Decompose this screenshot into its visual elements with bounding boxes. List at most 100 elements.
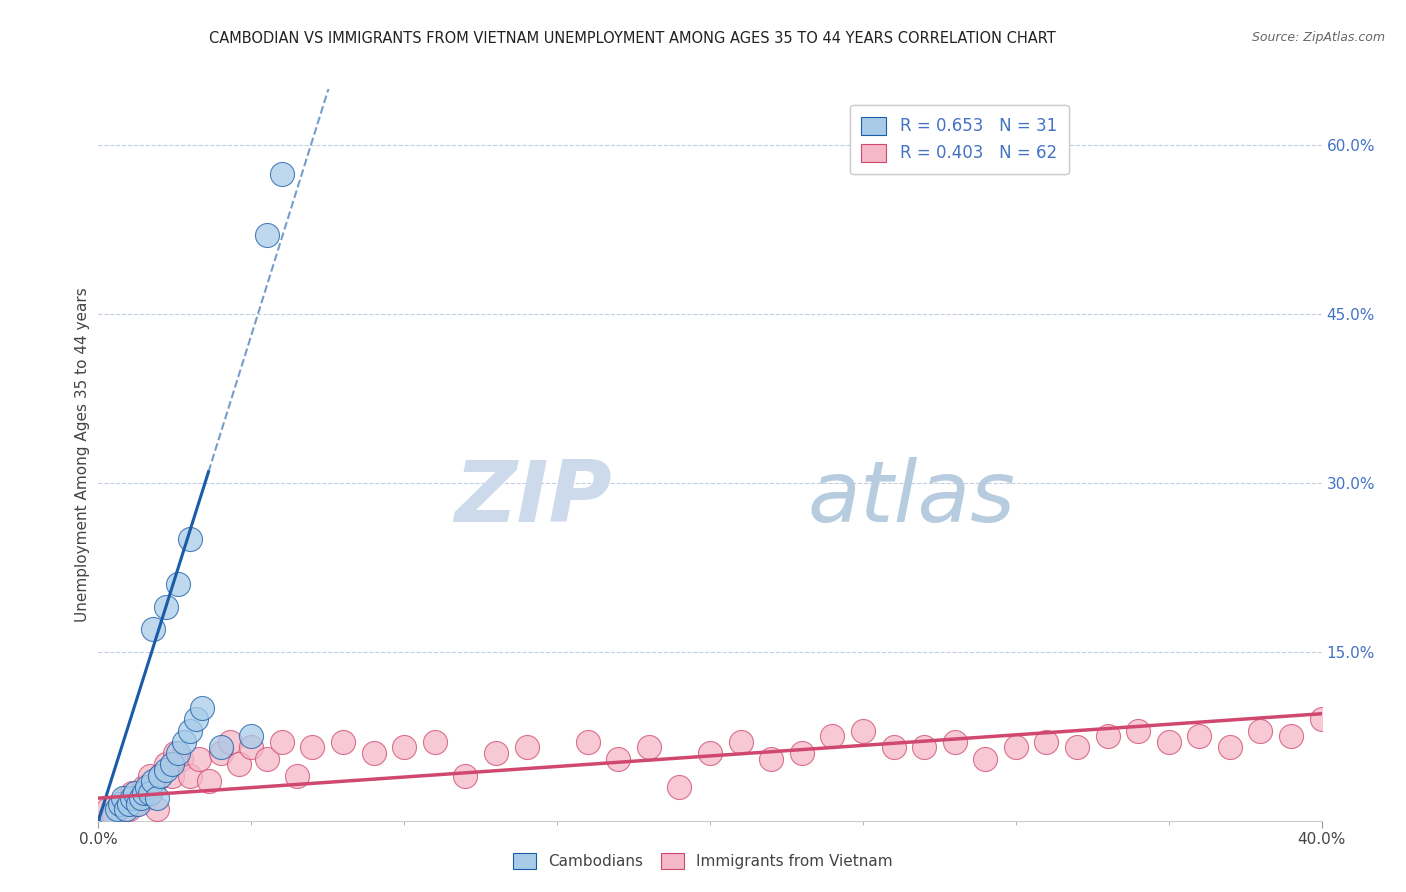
Point bbox=[454, 769, 477, 783]
Point bbox=[974, 752, 997, 766]
Point bbox=[423, 735, 446, 749]
Point bbox=[103, 808, 125, 822]
Point bbox=[1157, 735, 1180, 749]
Point bbox=[209, 746, 232, 760]
Point bbox=[219, 735, 242, 749]
Point bbox=[179, 723, 201, 738]
Point bbox=[256, 228, 278, 243]
Point bbox=[363, 746, 385, 760]
Point bbox=[607, 752, 630, 766]
Point bbox=[111, 791, 134, 805]
Point bbox=[301, 740, 323, 755]
Point bbox=[240, 729, 263, 743]
Point bbox=[1066, 740, 1088, 755]
Point bbox=[115, 802, 138, 816]
Text: ZIP: ZIP bbox=[454, 458, 612, 541]
Point bbox=[160, 757, 183, 772]
Point bbox=[668, 780, 690, 794]
Text: atlas: atlas bbox=[808, 458, 1017, 541]
Point bbox=[576, 735, 599, 749]
Point bbox=[115, 791, 138, 805]
Point bbox=[105, 802, 128, 816]
Point bbox=[170, 752, 193, 766]
Point bbox=[124, 785, 146, 799]
Point bbox=[155, 757, 177, 772]
Point bbox=[912, 740, 935, 755]
Point bbox=[485, 746, 508, 760]
Point bbox=[142, 623, 165, 637]
Point bbox=[145, 802, 167, 816]
Point bbox=[173, 735, 195, 749]
Point bbox=[883, 740, 905, 755]
Point bbox=[134, 785, 156, 799]
Point bbox=[209, 740, 232, 755]
Point bbox=[332, 735, 354, 749]
Point bbox=[118, 797, 141, 811]
Point bbox=[943, 735, 966, 749]
Point bbox=[285, 769, 308, 783]
Point bbox=[270, 167, 292, 181]
Text: Source: ZipAtlas.com: Source: ZipAtlas.com bbox=[1251, 31, 1385, 45]
Point bbox=[1004, 740, 1026, 755]
Point bbox=[97, 802, 120, 816]
Point bbox=[392, 740, 416, 755]
Point bbox=[142, 774, 165, 789]
Point bbox=[163, 746, 186, 760]
Point bbox=[1279, 729, 1302, 743]
Point bbox=[1097, 729, 1119, 743]
Point bbox=[136, 791, 159, 805]
Point bbox=[167, 577, 190, 591]
Point bbox=[179, 533, 201, 547]
Point bbox=[136, 780, 159, 794]
Point bbox=[142, 780, 165, 794]
Point bbox=[145, 791, 167, 805]
Point bbox=[127, 797, 149, 811]
Point bbox=[637, 740, 661, 755]
Point bbox=[228, 757, 250, 772]
Point bbox=[759, 752, 782, 766]
Point bbox=[188, 752, 211, 766]
Y-axis label: Unemployment Among Ages 35 to 44 years: Unemployment Among Ages 35 to 44 years bbox=[75, 287, 90, 623]
Point bbox=[516, 740, 538, 755]
Point bbox=[121, 785, 143, 799]
Point bbox=[167, 746, 190, 760]
Point bbox=[852, 723, 875, 738]
Point bbox=[129, 785, 152, 799]
Point bbox=[1128, 723, 1150, 738]
Point bbox=[270, 735, 292, 749]
Point bbox=[134, 780, 156, 794]
Point bbox=[108, 797, 131, 811]
Point bbox=[118, 802, 141, 816]
Point bbox=[129, 791, 152, 805]
Point bbox=[127, 791, 149, 805]
Point bbox=[699, 746, 721, 760]
Point bbox=[1035, 735, 1057, 749]
Point bbox=[149, 769, 172, 783]
Point bbox=[1249, 723, 1271, 738]
Point bbox=[1219, 740, 1241, 755]
Point bbox=[139, 769, 162, 783]
Legend: Cambodians, Immigrants from Vietnam: Cambodians, Immigrants from Vietnam bbox=[506, 847, 900, 875]
Point bbox=[191, 701, 214, 715]
Point bbox=[124, 797, 146, 811]
Point bbox=[240, 740, 263, 755]
Point bbox=[1188, 729, 1211, 743]
Point bbox=[155, 763, 177, 777]
Point bbox=[730, 735, 752, 749]
Text: CAMBODIAN VS IMMIGRANTS FROM VIETNAM UNEMPLOYMENT AMONG AGES 35 TO 44 YEARS CORR: CAMBODIAN VS IMMIGRANTS FROM VIETNAM UNE… bbox=[209, 31, 1056, 46]
Point bbox=[197, 774, 219, 789]
Point bbox=[821, 729, 844, 743]
Point bbox=[179, 769, 201, 783]
Point bbox=[108, 797, 131, 811]
Point bbox=[256, 752, 278, 766]
Point bbox=[790, 746, 813, 760]
Point bbox=[139, 785, 162, 799]
Point bbox=[186, 712, 208, 726]
Point bbox=[121, 791, 143, 805]
Point bbox=[160, 769, 183, 783]
Point bbox=[149, 769, 172, 783]
Point bbox=[1310, 712, 1333, 726]
Point bbox=[100, 808, 122, 822]
Point bbox=[155, 599, 177, 614]
Legend: R = 0.653   N = 31, R = 0.403   N = 62: R = 0.653 N = 31, R = 0.403 N = 62 bbox=[849, 105, 1069, 174]
